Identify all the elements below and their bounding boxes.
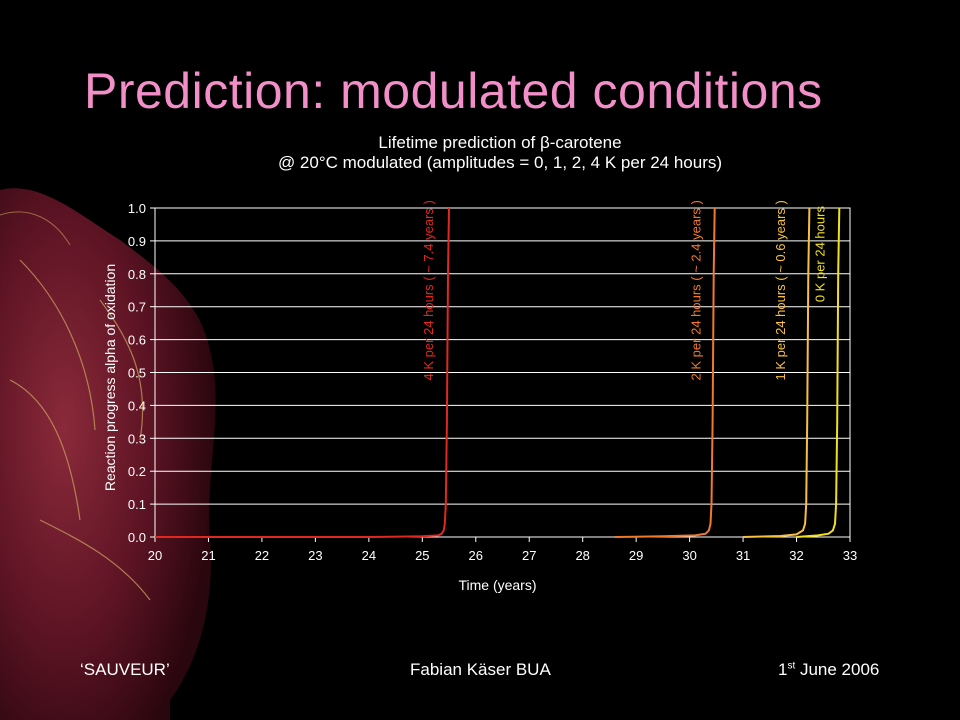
y-tick-label: 0.9 (128, 234, 146, 249)
series-annotation-label: 4 K per 24 hours ( ~ 7.4 years ) (421, 200, 436, 380)
footer-project-name: ‘SAUVEUR’ (80, 660, 170, 679)
x-tick-label: 28 (575, 548, 589, 563)
x-tick-label: 27 (522, 548, 536, 563)
slide-title: Prediction: modulated conditions (84, 63, 823, 119)
y-tick-label: 0.8 (128, 267, 146, 282)
series-annotation-label: 0 K per 24 hours (812, 206, 827, 303)
x-axis-label: Time (years) (458, 577, 536, 593)
y-tick-label: 0.2 (128, 464, 146, 479)
x-tick-label: 24 (362, 548, 376, 563)
series-line (743, 207, 811, 538)
decorative-leaf-image (0, 188, 216, 720)
y-tick-label: 0.6 (128, 333, 146, 348)
x-tick-label: 32 (789, 548, 803, 563)
footer-date-day: 1 (778, 660, 788, 679)
x-tick-label: 26 (469, 548, 483, 563)
x-tick-label: 33 (843, 548, 857, 563)
x-tick-label: 20 (148, 548, 162, 563)
y-tick-label: 0.7 (128, 300, 146, 315)
x-tick-label: 22 (255, 548, 269, 563)
footer-date-suffix: st (787, 660, 796, 672)
y-tick-label: 0.0 (128, 530, 146, 545)
y-tick-label: 0.4 (128, 398, 146, 413)
x-tick-label: 29 (629, 548, 643, 563)
y-tick-label: 1.0 (128, 201, 146, 216)
x-tick-label: 25 (415, 548, 429, 563)
x-tick-label: 21 (201, 548, 215, 563)
x-tick-label: 30 (682, 548, 696, 563)
series-annotation-label: 1 K per 24 hours ( ~ 0.6 years ) (773, 200, 788, 380)
footer-author: Fabian Käser BUA (410, 660, 551, 679)
y-tick-label: 0.1 (128, 497, 146, 512)
x-tick-label: 31 (736, 548, 750, 563)
y-tick-label: 0.5 (128, 366, 146, 381)
series-line (155, 207, 450, 538)
footer-date-rest: June 2006 (795, 660, 880, 679)
y-axis-label: Reaction progress alpha of oxidation (102, 264, 118, 491)
series-line (614, 207, 716, 538)
series-annotation-label: 2 K per 24 hours ( ~ 2.4 years ) (688, 200, 703, 380)
x-tick-label: 23 (308, 548, 322, 563)
chart-title-line-1: Lifetime prediction of β-carotene (378, 133, 622, 152)
chart-title-line-2: @ 20°C modulated (amplitudes = 0, 1, 2, … (277, 153, 723, 172)
y-tick-label: 0.3 (128, 431, 146, 446)
footer-date: 1st June 2006 (778, 660, 879, 680)
series-line (796, 207, 841, 538)
